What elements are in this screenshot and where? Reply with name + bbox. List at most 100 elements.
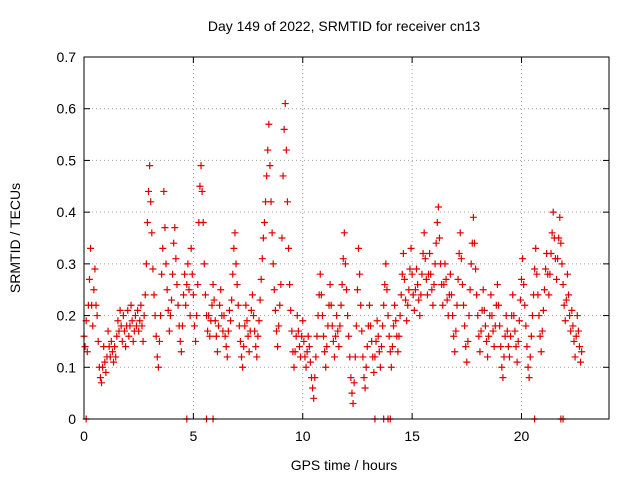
data-point xyxy=(153,353,161,361)
data-point xyxy=(190,322,198,330)
data-point xyxy=(358,327,366,335)
data-point xyxy=(510,312,518,320)
data-point xyxy=(443,296,451,304)
data-point xyxy=(264,146,272,154)
data-point xyxy=(250,312,258,320)
data-point xyxy=(374,332,382,340)
data-point xyxy=(404,301,412,309)
data-point xyxy=(316,270,324,278)
data-point xyxy=(171,224,179,232)
data-point xyxy=(344,312,352,320)
data-point xyxy=(299,317,307,325)
data-point xyxy=(498,363,506,371)
data-point xyxy=(347,374,355,382)
data-point xyxy=(328,322,336,330)
data-point xyxy=(357,301,365,309)
data-point xyxy=(104,327,112,335)
data-point xyxy=(276,301,284,309)
data-point xyxy=(365,301,373,309)
data-point xyxy=(485,332,493,340)
data-point xyxy=(323,343,331,351)
y-tick-label: 0.5 xyxy=(57,152,77,168)
data-point xyxy=(367,322,375,330)
y-tick-label: 0.3 xyxy=(57,256,77,272)
data-point xyxy=(90,286,98,294)
data-point xyxy=(150,291,158,299)
x-tick-label: 20 xyxy=(514,428,530,444)
data-point xyxy=(533,270,541,278)
data-point xyxy=(271,306,279,314)
data-point xyxy=(463,358,471,366)
data-point xyxy=(181,270,189,278)
data-point xyxy=(165,327,173,335)
data-point xyxy=(534,291,542,299)
data-point xyxy=(216,301,224,309)
data-point xyxy=(326,281,334,289)
data-point xyxy=(161,224,169,232)
data-point xyxy=(258,255,266,263)
data-point xyxy=(522,322,530,330)
data-point xyxy=(487,291,495,299)
data-point xyxy=(372,337,380,345)
data-point xyxy=(101,358,109,366)
data-point xyxy=(303,348,311,356)
data-point xyxy=(453,301,461,309)
data-point xyxy=(348,389,356,397)
data-point xyxy=(352,322,360,330)
y-tick-label: 0 xyxy=(68,411,76,427)
data-point xyxy=(212,332,220,340)
data-point xyxy=(449,312,457,320)
data-point xyxy=(395,332,403,340)
data-point xyxy=(172,255,180,263)
data-point xyxy=(353,286,361,294)
data-point xyxy=(496,322,504,330)
data-point xyxy=(263,172,271,180)
data-points xyxy=(80,100,586,423)
data-point xyxy=(458,281,466,289)
data-point xyxy=(113,332,121,340)
data-point xyxy=(467,260,475,268)
data-point xyxy=(116,306,124,314)
data-point xyxy=(481,322,489,330)
data-point xyxy=(329,337,337,345)
data-point xyxy=(474,312,482,320)
data-point xyxy=(217,286,225,294)
data-point xyxy=(479,286,487,294)
data-point xyxy=(173,281,181,289)
data-point xyxy=(253,353,261,361)
data-point xyxy=(197,162,205,170)
data-point xyxy=(160,187,168,195)
data-point xyxy=(450,332,458,340)
data-point xyxy=(266,162,274,170)
data-point xyxy=(178,322,186,330)
y-tick-label: 0.6 xyxy=(57,101,77,117)
data-point xyxy=(536,332,544,340)
data-point xyxy=(184,260,192,268)
data-point xyxy=(124,306,132,314)
data-point xyxy=(340,229,348,237)
data-point xyxy=(281,100,289,108)
y-tick-label: 0.7 xyxy=(57,49,77,65)
data-point xyxy=(454,275,462,283)
data-point xyxy=(456,229,464,237)
data-point xyxy=(351,353,359,361)
data-point xyxy=(188,270,196,278)
data-point xyxy=(465,312,473,320)
data-point xyxy=(168,296,175,304)
data-point xyxy=(549,208,557,216)
data-point xyxy=(388,343,396,351)
data-point xyxy=(205,312,213,320)
data-point xyxy=(573,312,581,320)
data-point xyxy=(230,244,238,252)
data-point xyxy=(566,312,574,320)
data-point xyxy=(497,343,505,351)
data-point xyxy=(333,312,341,320)
data-point xyxy=(274,343,282,351)
data-point xyxy=(408,270,416,278)
data-point xyxy=(204,327,212,335)
data-point xyxy=(241,322,249,330)
data-point xyxy=(572,332,580,340)
data-point xyxy=(382,260,390,268)
data-point xyxy=(429,301,437,309)
data-point xyxy=(270,286,278,294)
